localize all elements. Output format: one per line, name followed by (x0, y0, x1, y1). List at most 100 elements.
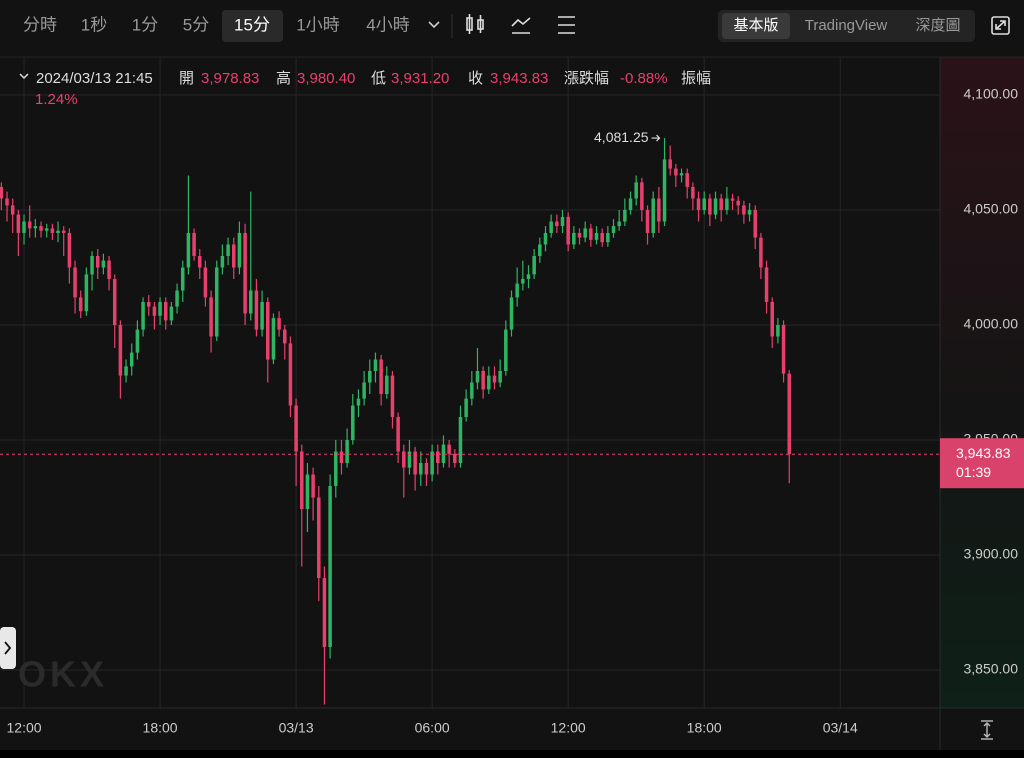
candle-body (583, 228, 587, 238)
legend-value: 3,980.40 (297, 70, 355, 87)
legend-name: 振幅 (681, 70, 711, 87)
candle-body (787, 373, 791, 455)
candle-body (135, 329, 140, 353)
last-price-label: 3,943.83 (956, 445, 1011, 461)
overlay: 4,081.25 3,943.83 01:39 2024/03/13 21:45 開 3,… (0, 70, 1024, 489)
y-tick-label: 4,000.00 (964, 316, 1019, 332)
candle-body (464, 398, 468, 418)
interval-tab[interactable]: 5分 (183, 15, 209, 34)
view-tab[interactable]: 深度圖 (915, 17, 960, 34)
candle-body (334, 451, 338, 487)
interval-tab[interactable]: 1分 (132, 15, 158, 34)
candle-body (5, 198, 9, 206)
candle-body (526, 274, 531, 279)
candle-body (220, 255, 225, 268)
candle-body (379, 359, 383, 395)
candle-body (470, 382, 474, 399)
high-annotation: 4,081.25 (594, 129, 649, 145)
candle-body (112, 278, 117, 325)
legend-name: 高 (276, 70, 291, 87)
interval-tab[interactable]: 4小時 (366, 15, 409, 34)
legend-value: -0.88% (620, 70, 668, 87)
interval-tab[interactable]: 15分 (234, 15, 270, 34)
candle-body (685, 173, 689, 187)
candle-body (351, 405, 355, 441)
candle-body (396, 417, 400, 452)
candle-body (441, 444, 446, 464)
candle-body (305, 474, 310, 510)
settings-icon[interactable] (558, 16, 575, 34)
grid: OKX (0, 57, 940, 708)
scale-icon[interactable] (981, 720, 993, 740)
view-tab[interactable]: 基本版 (733, 17, 778, 34)
candle-body (50, 228, 55, 233)
legend-time: 2024/03/13 21:45 (36, 70, 153, 87)
candle-body (10, 205, 15, 215)
candle-body (22, 221, 26, 233)
candle-body (623, 209, 627, 222)
indicator-icon[interactable] (511, 17, 531, 34)
x-tick-label: 18:00 (687, 720, 722, 736)
candle-body (266, 301, 270, 360)
candle-body (781, 324, 786, 374)
candle-body (101, 260, 106, 268)
candle-body (33, 226, 38, 229)
countdown: 01:39 (956, 464, 991, 480)
candle-body (504, 329, 508, 371)
fullscreen-icon[interactable] (991, 16, 1010, 35)
candle-body (311, 474, 315, 498)
candle-body (668, 159, 672, 169)
interval-tab[interactable]: 分時 (23, 15, 57, 34)
y-tick-label: 4,050.00 (964, 201, 1019, 217)
candle-body (662, 159, 667, 222)
side-panel-chevron (4, 641, 12, 655)
candle-body (197, 255, 202, 268)
candle-body (628, 198, 633, 210)
candle-body (447, 444, 451, 454)
candle-body (532, 255, 536, 275)
candle-body (566, 216, 570, 245)
candle-body (424, 463, 429, 475)
candle-body (231, 244, 236, 268)
candle-body (243, 232, 247, 314)
candle-body (141, 301, 145, 330)
interval-tab[interactable]: 1小時 (296, 15, 339, 34)
candle-body (362, 382, 366, 399)
candle-body (725, 198, 729, 210)
view-tab[interactable]: TradingView (805, 17, 888, 34)
candle-body (413, 451, 417, 475)
candle-body (146, 301, 151, 307)
interval-dropdown[interactable] (428, 21, 440, 29)
candle-body (56, 230, 60, 233)
candle-body (129, 352, 134, 367)
candle-body (118, 324, 123, 376)
candle-body (436, 451, 440, 464)
candle-body (27, 221, 32, 229)
candle-body (180, 267, 185, 291)
candle-body (492, 375, 497, 383)
candle-body (770, 301, 774, 337)
legend-toggle[interactable] (19, 73, 29, 80)
candle-body (430, 451, 434, 475)
y-tick-label: 3,850.00 (964, 661, 1019, 677)
candle-body (124, 366, 128, 376)
candle-body (44, 228, 49, 231)
candle-body (260, 301, 264, 330)
side-panel-tab[interactable] (0, 627, 16, 669)
candle-body (402, 451, 406, 468)
candle-body (458, 417, 463, 464)
interval-tab[interactable]: 1秒 (81, 15, 107, 34)
candle-body (730, 198, 735, 201)
candle-body (753, 209, 757, 238)
candle-body (84, 274, 89, 312)
candle-type-icon[interactable] (466, 14, 484, 34)
candle-body (390, 375, 395, 418)
candle-body (169, 306, 174, 321)
candle-body (764, 267, 769, 302)
candle-body (555, 221, 559, 227)
candle-body (611, 226, 616, 233)
candle-body (691, 186, 695, 199)
candle-body (498, 370, 502, 383)
candle-body (16, 214, 21, 233)
